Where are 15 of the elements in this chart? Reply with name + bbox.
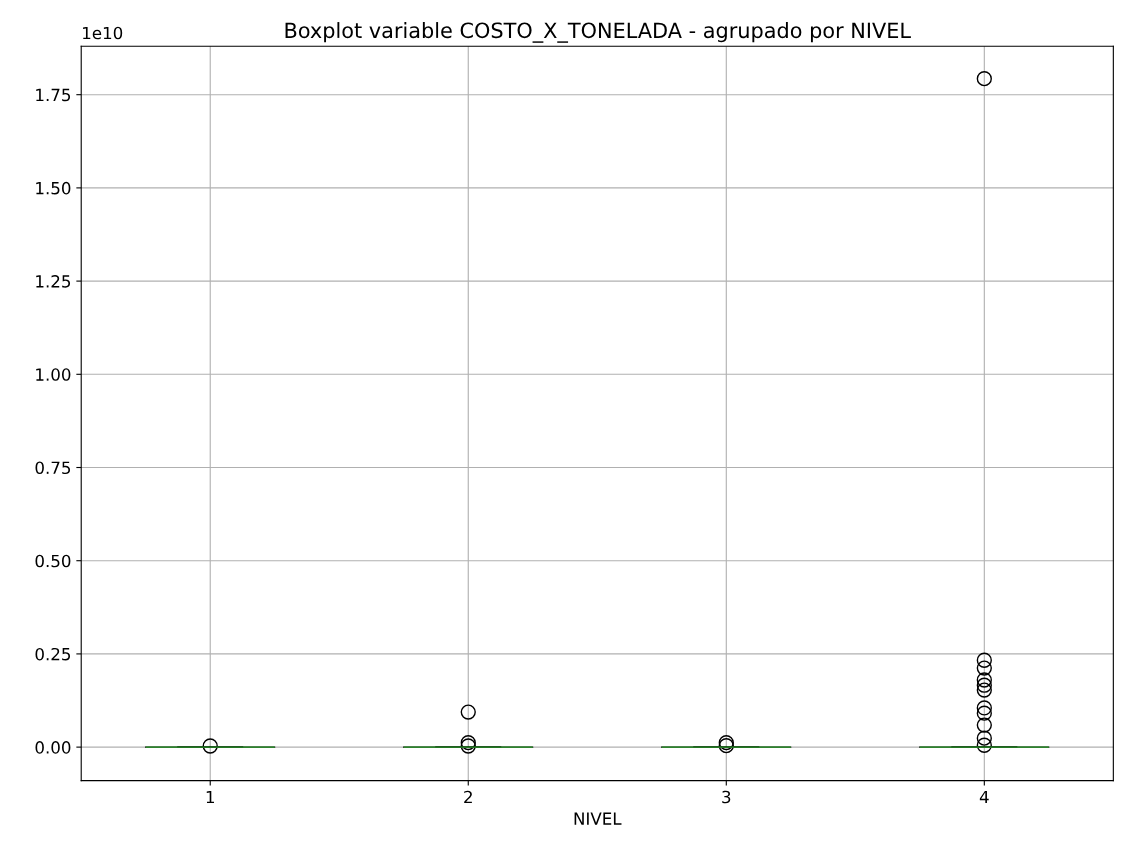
x-tick-label: 3 xyxy=(722,790,731,804)
text: 1e10 xyxy=(83,26,123,40)
x-tick-label: 4 xyxy=(979,790,989,804)
y-tick-label: 1.00 xyxy=(36,368,71,381)
y-tick-label: 0.50 xyxy=(35,554,71,568)
x-tick-label: 1 xyxy=(206,790,214,804)
x-tick-label: 2 xyxy=(464,790,472,804)
y-tick-label: 1.25 xyxy=(36,275,71,288)
y-tick-label: 1.75 xyxy=(36,88,71,102)
y-tick-label: 0.75 xyxy=(35,461,71,475)
chart-title: Boxplot variable COSTO_X_TONELADA - agrupado por NIVEL xyxy=(285,22,911,43)
x-axis-title: NIVEL xyxy=(574,812,622,825)
y-tick-label: 0.00 xyxy=(35,741,71,754)
y-tick-label: 1.50 xyxy=(36,181,71,195)
y-tick-label: 0.25 xyxy=(35,647,71,661)
